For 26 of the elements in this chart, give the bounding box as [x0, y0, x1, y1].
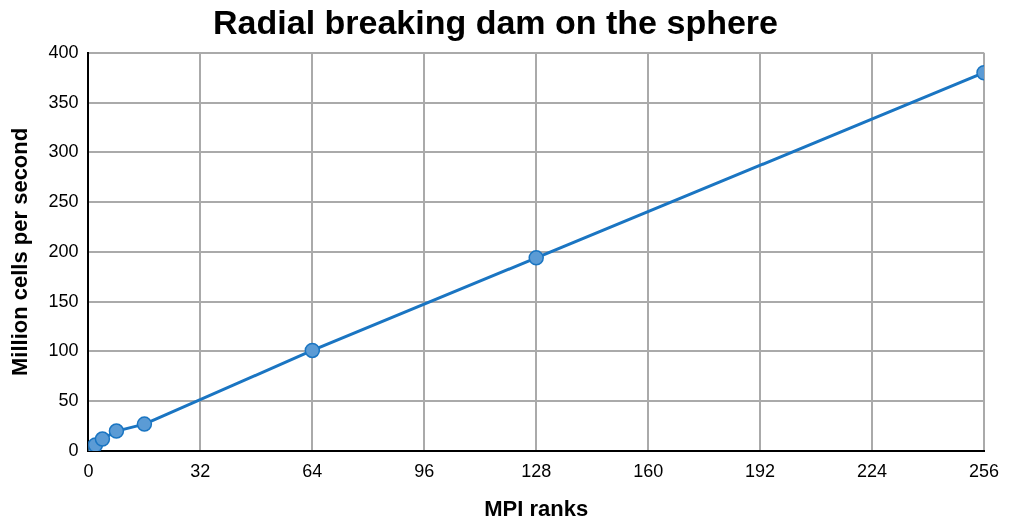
y-tick-label: 300	[48, 141, 79, 162]
y-tick-label: 100	[48, 340, 79, 361]
y-tick-label: 50	[58, 390, 79, 411]
point	[94, 431, 111, 447]
y-tick-label: 150	[48, 290, 79, 311]
y-tick-label: 200	[48, 240, 79, 261]
y-axis-title: Million cells per second	[7, 127, 33, 376]
x-tick-label: 32	[190, 460, 211, 481]
x-tick-label: 224	[857, 460, 888, 481]
chart-title: Radial breaking dam on the sphere	[213, 2, 778, 41]
y-tick-label: 250	[48, 191, 79, 212]
x-tick-label: 128	[521, 460, 552, 481]
x-tick-label: 160	[633, 460, 664, 481]
point	[136, 416, 153, 432]
x-axis-title: MPI ranks	[484, 495, 589, 521]
x-tick-label: 64	[302, 460, 323, 481]
y-tick-label: 350	[48, 91, 79, 112]
y-tick-label: 400	[48, 41, 79, 62]
point	[304, 342, 321, 359]
x-tick-label: 96	[414, 460, 435, 481]
x-tick-label: 192	[745, 460, 776, 481]
point	[528, 250, 544, 266]
y-tick-label: 0	[68, 439, 79, 460]
x-tick-label: 256	[968, 460, 1000, 481]
point	[108, 423, 125, 439]
x-tick-label: 0	[83, 460, 94, 481]
